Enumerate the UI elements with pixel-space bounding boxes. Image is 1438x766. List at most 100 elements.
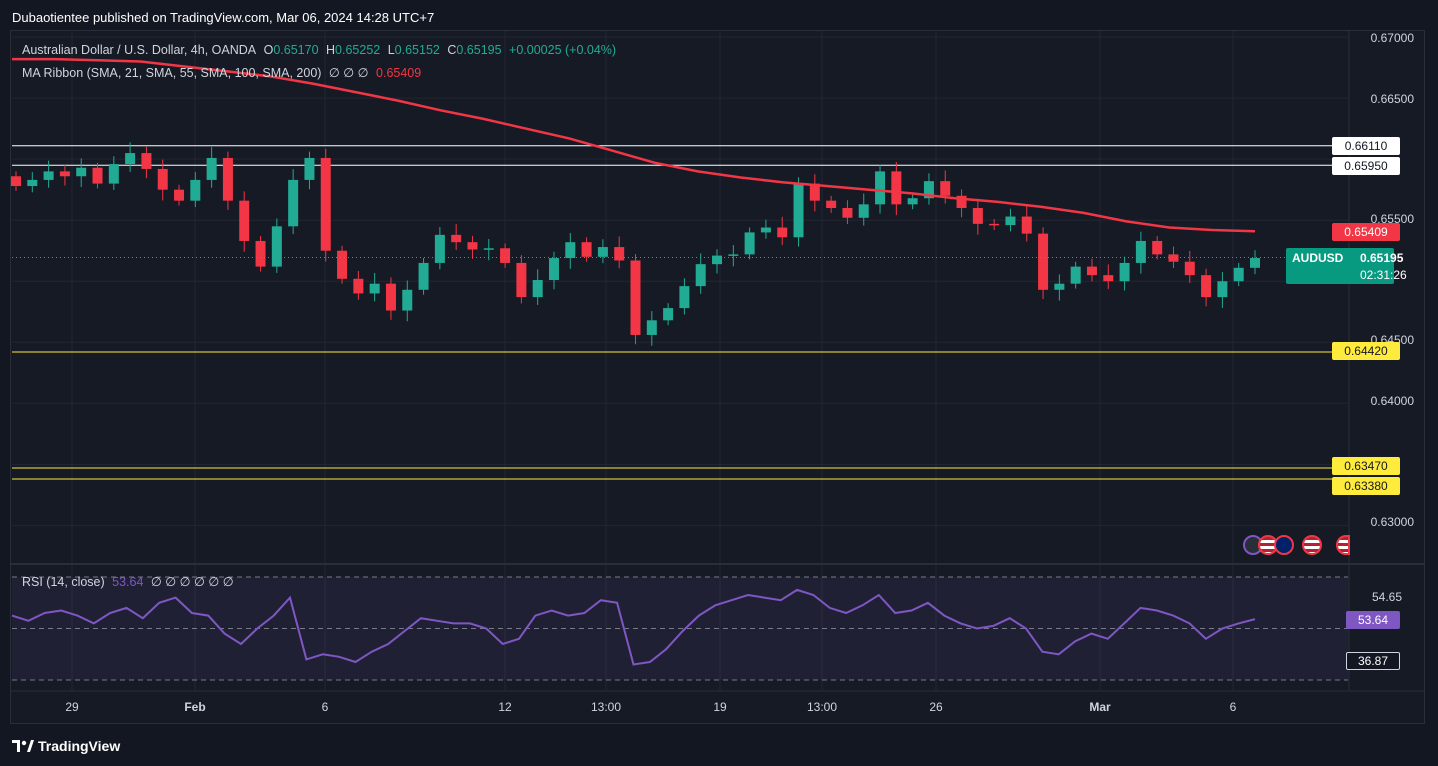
candle-body [858, 204, 869, 218]
level-tag-yellow: 0.64420 [1332, 342, 1400, 360]
bar-countdown: 02:31:26 [1360, 268, 1407, 282]
candle-body [728, 254, 739, 256]
au-flag-icon[interactable] [1274, 535, 1294, 555]
us-flag-icon[interactable] [1336, 535, 1350, 555]
candle-body [777, 227, 788, 238]
candle-body [1103, 275, 1114, 282]
current-price: 0.65195 [1360, 251, 1404, 265]
candle-body [1184, 261, 1195, 276]
price-axis-label: 0.64000 [1370, 394, 1414, 408]
candle-body [206, 157, 217, 180]
candle-body [418, 262, 429, 290]
candle-body [92, 167, 103, 184]
change-value: +0.00025 (+0.04%) [509, 43, 617, 57]
time-axis-label: 19 [713, 700, 727, 714]
candle-body [385, 283, 396, 311]
candle-body [288, 179, 299, 227]
candle-body [1168, 254, 1179, 262]
close-value: 0.65195 [456, 43, 502, 57]
candle-body [320, 157, 331, 251]
candle-body [679, 286, 690, 309]
time-axis-label: 12 [498, 700, 512, 714]
current-price-tag: AUDUSD 0.65195 02:31:26 [1286, 248, 1407, 284]
candle-body [1054, 283, 1065, 290]
us-flag-icon[interactable] [1302, 535, 1322, 555]
candle-body [337, 250, 348, 279]
candle-body [1038, 233, 1049, 290]
candle-body [255, 240, 266, 267]
tradingview-logo[interactable]: TradingView [12, 738, 120, 754]
candle-body [1201, 275, 1212, 298]
candle-body [956, 195, 967, 208]
candle-body [940, 181, 951, 196]
candle-body [614, 247, 625, 261]
rsi-axis-upper: 54.65 [1371, 590, 1402, 604]
tradingview-icon [12, 740, 34, 752]
candle-body [972, 208, 983, 224]
rsi-current-tag: 53.64 [1346, 611, 1400, 629]
candle-body [1021, 216, 1032, 234]
candle-body [989, 223, 1000, 226]
candle-body [826, 200, 837, 208]
ma-legend: MA Ribbon (SMA, 21, SMA, 55, SMA, 100, S… [22, 65, 425, 80]
price-axis-label: 0.65500 [1370, 212, 1414, 226]
candle-body [43, 171, 54, 180]
candle-body [304, 157, 315, 180]
candle-body [1152, 240, 1163, 255]
time-axis-label: 6 [1229, 700, 1237, 714]
candle-body [76, 167, 87, 177]
symbol-label: Australian Dollar / U.S. Dollar, 4h, OAN… [22, 43, 257, 57]
candle-body [1233, 267, 1244, 282]
time-axis-label: 26 [929, 700, 943, 714]
candle-body [1119, 262, 1130, 282]
price-axis-label: 0.67000 [1370, 31, 1414, 45]
candle-body [157, 168, 168, 190]
open-label: O [263, 43, 274, 57]
candle-body [744, 232, 755, 255]
candle-body [402, 289, 413, 311]
candle-body [483, 248, 494, 250]
candle-body [1086, 266, 1097, 276]
candle-body [500, 248, 511, 263]
candle-body [108, 164, 119, 184]
time-axis-label: 13:00 [806, 700, 838, 714]
candle-body [907, 198, 918, 205]
candle-body [663, 308, 674, 321]
candle-body [369, 283, 380, 294]
candle-body [271, 226, 282, 267]
candle-body [760, 227, 771, 233]
level-tag-yellow: 0.63380 [1332, 477, 1400, 495]
level-tag-white: 0.66110 [1332, 137, 1400, 155]
rsi-line [11, 588, 1256, 666]
candle-body [467, 242, 478, 250]
open-value: 0.65170 [273, 43, 319, 57]
candle-body [1070, 266, 1081, 284]
high-value: 0.65252 [335, 43, 381, 57]
ma-label: MA Ribbon (SMA, 21, SMA, 55, SMA, 100, S… [22, 66, 322, 80]
rsi-label: RSI (14, close) [22, 575, 105, 589]
price-axis-label: 0.66500 [1370, 92, 1414, 106]
low-value: 0.65152 [394, 43, 440, 57]
candle-body [11, 176, 21, 187]
candle-body [695, 264, 706, 287]
rsi-legend: RSI (14, close) 53.64 ∅ ∅ ∅ ∅ ∅ ∅ [22, 574, 238, 589]
close-label: C [447, 43, 457, 57]
ma-price-tag: 0.65409 [1332, 223, 1400, 241]
ma-placeholders: ∅ ∅ ∅ [328, 66, 369, 80]
time-axis-label: 6 [321, 700, 329, 714]
candle-body [190, 179, 201, 201]
candle-body [842, 208, 853, 218]
rsi-axis-lower: 36.87 [1346, 652, 1400, 670]
candle-body [174, 189, 185, 201]
candle-body [239, 200, 250, 241]
logo-text: TradingView [38, 738, 121, 754]
candle-body [809, 183, 820, 201]
level-tag-yellow: 0.63470 [1332, 457, 1400, 475]
candle-body [27, 179, 38, 187]
candle-body [353, 278, 364, 294]
candle-body [646, 320, 657, 335]
candle-body [1217, 281, 1228, 298]
current-symbol: AUDUSD [1292, 251, 1344, 265]
candle-body [59, 171, 70, 177]
